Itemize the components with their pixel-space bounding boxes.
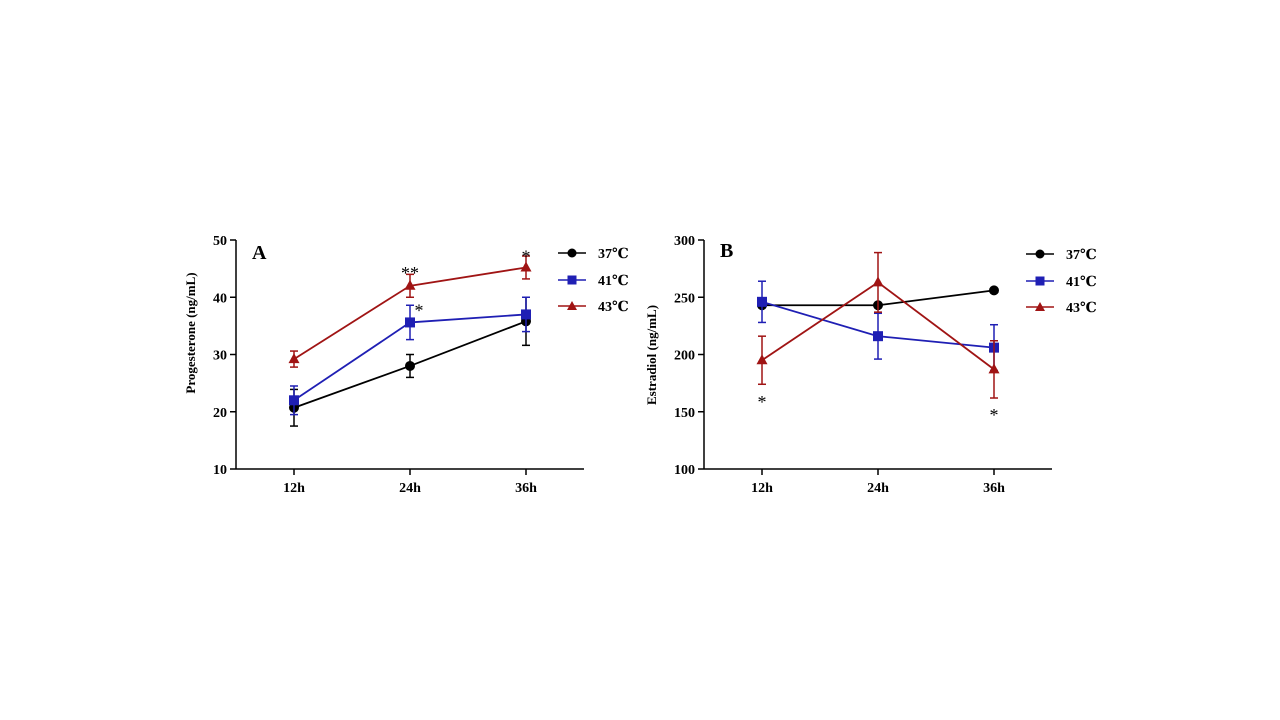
legend-label: 41℃ <box>598 274 629 289</box>
y-tick-label: 100 <box>674 463 695 478</box>
legend-item-43: 43℃ <box>558 300 629 315</box>
data-point <box>757 296 767 307</box>
series-3 <box>288 255 532 368</box>
x-tick-label: 12h <box>751 481 773 496</box>
x-tick-label: 24h <box>399 481 421 496</box>
y-axis-label: Estradiol (ng/mL) <box>644 305 659 405</box>
data-point <box>405 360 415 371</box>
legend-label: 41℃ <box>1066 275 1097 290</box>
legend-label: 43℃ <box>1066 301 1097 316</box>
significance-marker: * <box>758 392 767 412</box>
chart-panel-a: A Progesterone (ng/mL) 37℃ 41℃ 43℃ 10 20 3… <box>183 234 629 496</box>
data-point <box>872 276 884 287</box>
legend-label: 37℃ <box>598 247 629 262</box>
y-tick-label: 150 <box>674 406 695 421</box>
data-point <box>873 331 883 342</box>
panel-label: B <box>720 240 733 262</box>
data-point <box>520 261 532 272</box>
data-point <box>756 354 768 365</box>
series-2 <box>289 296 531 416</box>
legend-label: 43℃ <box>598 300 629 315</box>
legend-item-41: 41℃ <box>1026 275 1097 290</box>
x-tick-label: 24h <box>867 481 889 496</box>
data-point <box>289 395 299 406</box>
x-tick-label: 36h <box>515 481 537 496</box>
legend-item-43: 43℃ <box>1026 301 1097 316</box>
y-tick-label: 30 <box>213 349 227 364</box>
y-tick-label: 20 <box>213 406 227 421</box>
y-axis-label: Progesterone (ng/mL) <box>183 272 198 393</box>
panel-label: A <box>252 242 267 264</box>
significance-marker: * <box>522 247 531 267</box>
significance-marker: * <box>990 405 999 425</box>
y-tick-label: 50 <box>213 234 227 249</box>
legend-item-41: 41℃ <box>558 274 629 289</box>
data-point <box>405 317 415 328</box>
legend: 37℃ 41℃ 43℃ <box>1026 248 1097 316</box>
data-point <box>988 363 1000 374</box>
y-tick-label: 10 <box>213 463 227 478</box>
significance-marker: ** <box>401 263 419 283</box>
data-point <box>404 279 416 290</box>
legend-item-37: 37℃ <box>1026 248 1097 263</box>
data-point <box>521 309 531 320</box>
significance-marker: * <box>415 301 424 321</box>
y-tick-label: 250 <box>674 291 695 306</box>
legend-label: 37℃ <box>1066 248 1097 263</box>
y-tick-label: 200 <box>674 349 695 364</box>
data-point <box>288 353 300 364</box>
chart-panel-b: B Estradiol (ng/mL) 37℃ 41℃ 43℃ 100 150 20… <box>644 234 1097 496</box>
y-tick-label: 40 <box>213 291 227 306</box>
y-tick-label: 300 <box>674 234 695 249</box>
x-tick-label: 12h <box>283 481 305 496</box>
data-point <box>989 285 999 296</box>
series-3 <box>756 251 1000 399</box>
x-tick-label: 36h <box>983 481 1005 496</box>
legend: 37℃ 41℃ 43℃ <box>558 247 629 315</box>
legend-item-37: 37℃ <box>558 247 629 262</box>
